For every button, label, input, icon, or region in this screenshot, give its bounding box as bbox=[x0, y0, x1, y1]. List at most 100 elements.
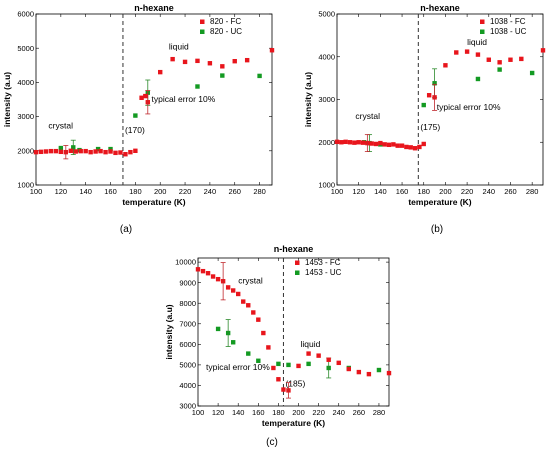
data-point bbox=[286, 362, 291, 368]
chart-title: n-hexane bbox=[274, 244, 314, 254]
y-tick-label: 3000 bbox=[318, 95, 335, 104]
data-point bbox=[257, 73, 262, 79]
legend-label: 1038 - UC bbox=[490, 27, 527, 36]
chart-panel-c: n-hexane 100 120 140 160 180 200 220 240 260 280 30… bbox=[164, 244, 392, 448]
data-point bbox=[296, 363, 301, 369]
data-point bbox=[266, 345, 271, 350]
data-point bbox=[373, 141, 379, 147]
data-point bbox=[347, 140, 353, 145]
series-820-fc bbox=[33, 48, 275, 160]
y-tick-label: 5000 bbox=[17, 44, 34, 53]
data-point bbox=[93, 149, 98, 154]
x-tick-label: 180 bbox=[129, 187, 142, 196]
x-axis-title: temperature (K) bbox=[122, 197, 185, 207]
x-tick-label: 260 bbox=[228, 187, 241, 196]
annotation-label: liquid bbox=[169, 42, 189, 52]
x-tick-label: 200 bbox=[154, 187, 167, 196]
chart-panel-b: n-hexane 100 120 140 160 180 200 220 240 260 280 10… bbox=[303, 3, 546, 235]
data-point bbox=[195, 58, 200, 64]
legend-marker bbox=[200, 19, 205, 24]
y-axis-title: intensity (a.u) bbox=[2, 72, 12, 127]
data-point bbox=[464, 49, 470, 54]
x-tick-label: 240 bbox=[204, 187, 217, 196]
data-point bbox=[529, 70, 535, 76]
data-point bbox=[200, 268, 206, 274]
data-point bbox=[220, 73, 225, 78]
data-point bbox=[356, 369, 362, 375]
data-point bbox=[68, 148, 73, 153]
y-tick-label: 5000 bbox=[179, 360, 196, 369]
data-point bbox=[98, 148, 103, 154]
data-point bbox=[58, 149, 64, 155]
data-point bbox=[386, 370, 392, 376]
x-tick-label: 280 bbox=[526, 187, 539, 196]
series-1038-fc bbox=[334, 48, 546, 152]
data-point bbox=[281, 387, 286, 392]
x-tick-label: 220 bbox=[179, 187, 192, 196]
data-point bbox=[118, 150, 123, 155]
data-point bbox=[230, 340, 236, 345]
x-tick-label: 240 bbox=[332, 408, 345, 417]
data-point bbox=[443, 63, 448, 68]
data-point bbox=[486, 57, 491, 62]
x-tick-label: 140 bbox=[374, 187, 387, 196]
legend-label: 1453 - FC bbox=[305, 258, 341, 267]
chart-panel-a: n-hexane 100 120 140 160 180 200 220 240 260 280 10… bbox=[2, 3, 275, 235]
y-tick-label: 4000 bbox=[17, 78, 34, 87]
data-point bbox=[454, 50, 459, 55]
data-point bbox=[417, 144, 422, 150]
data-point bbox=[236, 291, 241, 297]
legend-marker bbox=[480, 29, 485, 34]
data-point bbox=[276, 361, 281, 367]
x-tick-label: 280 bbox=[373, 408, 386, 417]
annotation-label: liquid bbox=[467, 37, 487, 47]
x-tick-label: 180 bbox=[417, 187, 430, 196]
data-point bbox=[220, 64, 225, 69]
plot-frame bbox=[336, 13, 544, 186]
data-point bbox=[366, 371, 372, 377]
annotation-label: crystal bbox=[238, 276, 263, 286]
y-tick-label: 9000 bbox=[179, 278, 196, 287]
data-point bbox=[399, 143, 405, 148]
data-point bbox=[540, 48, 546, 53]
data-point bbox=[246, 303, 251, 308]
data-point bbox=[195, 267, 201, 272]
annotation-label: typical error 10% bbox=[206, 362, 270, 372]
y-tick-label: 4000 bbox=[318, 52, 335, 61]
y-tick-label: 10000 bbox=[175, 258, 196, 267]
data-point bbox=[256, 358, 261, 363]
data-point bbox=[316, 353, 321, 358]
data-point bbox=[269, 48, 275, 53]
data-point bbox=[306, 351, 311, 356]
data-point bbox=[421, 102, 426, 108]
data-point bbox=[207, 61, 213, 66]
data-point bbox=[519, 56, 524, 62]
data-point bbox=[395, 143, 400, 148]
x-tick-label: 260 bbox=[504, 187, 517, 196]
x-tick-label: 100 bbox=[30, 187, 43, 196]
data-point bbox=[88, 149, 93, 155]
data-point bbox=[139, 95, 144, 100]
legend-label: 820 - FC bbox=[210, 17, 241, 26]
data-point bbox=[73, 149, 78, 154]
data-point bbox=[48, 148, 54, 154]
data-point bbox=[78, 148, 83, 154]
legend-label: 1038 - FC bbox=[490, 17, 526, 26]
x-tick-label: 180 bbox=[272, 408, 285, 417]
annotation-label: typical error 10% bbox=[152, 94, 216, 104]
data-point bbox=[95, 146, 101, 152]
series-1453-fc bbox=[195, 262, 392, 399]
data-point bbox=[412, 146, 418, 151]
data-point bbox=[205, 271, 211, 276]
data-point bbox=[382, 142, 387, 147]
data-point bbox=[408, 145, 413, 150]
data-point bbox=[326, 357, 331, 362]
y-tick-label: 2000 bbox=[318, 138, 335, 147]
y-axis-title: intensity (a.u) bbox=[164, 304, 174, 359]
y-tick-label: 4000 bbox=[179, 381, 196, 390]
x-tick-label: 220 bbox=[461, 187, 474, 196]
data-point bbox=[336, 360, 341, 366]
